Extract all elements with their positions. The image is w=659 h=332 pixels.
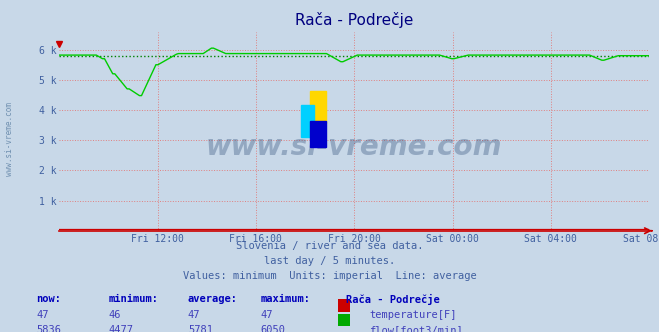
Text: 5836: 5836 <box>36 325 61 332</box>
Text: 5781: 5781 <box>188 325 213 332</box>
Text: 47: 47 <box>260 310 273 320</box>
Text: flow[foot3/min]: flow[foot3/min] <box>369 325 463 332</box>
Bar <box>301 105 314 137</box>
Text: www.si-vreme.com: www.si-vreme.com <box>5 103 14 176</box>
Text: temperature[F]: temperature[F] <box>369 310 457 320</box>
Text: 6050: 6050 <box>260 325 285 332</box>
Text: Rača - Podrečje: Rača - Podrečje <box>346 294 440 305</box>
Bar <box>310 121 326 147</box>
Text: minimum:: minimum: <box>109 294 159 304</box>
Text: maximum:: maximum: <box>260 294 310 304</box>
Text: 47: 47 <box>188 310 200 320</box>
Text: 4477: 4477 <box>109 325 134 332</box>
Text: now:: now: <box>36 294 61 304</box>
Title: Rača - Podrečje: Rača - Podrečje <box>295 12 413 28</box>
Text: www.si-vreme.com: www.si-vreme.com <box>206 133 502 161</box>
Bar <box>310 91 326 123</box>
Text: Values: minimum  Units: imperial  Line: average: Values: minimum Units: imperial Line: av… <box>183 271 476 281</box>
Text: last day / 5 minutes.: last day / 5 minutes. <box>264 256 395 266</box>
Text: 46: 46 <box>109 310 121 320</box>
Text: 47: 47 <box>36 310 49 320</box>
Text: average:: average: <box>188 294 238 304</box>
Text: Slovenia / river and sea data.: Slovenia / river and sea data. <box>236 241 423 251</box>
